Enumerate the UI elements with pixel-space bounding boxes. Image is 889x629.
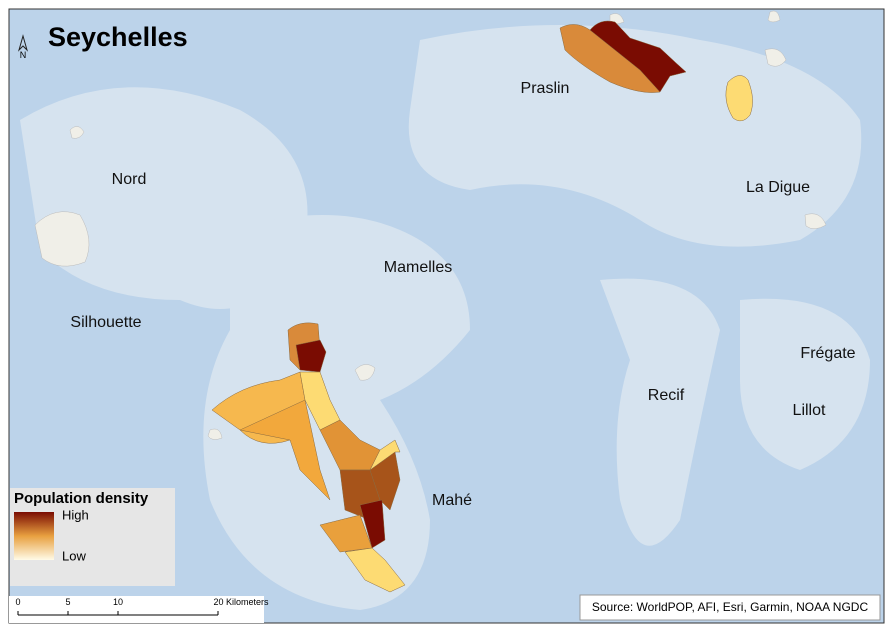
praslin <box>559 20 687 93</box>
scale-label: 20 Kilometers <box>213 597 269 607</box>
place-label: Mamelles <box>384 259 452 276</box>
place-label: Lillot <box>793 402 826 419</box>
la-digue <box>725 75 753 122</box>
legend-ramp <box>14 512 54 560</box>
place-label: Nord <box>112 171 147 188</box>
map-title: Seychelles <box>48 22 188 52</box>
small-islands <box>34 10 827 440</box>
place-label: La Digue <box>746 179 810 196</box>
place-label: Mahé <box>432 492 472 509</box>
legend: Population density High Low <box>10 488 175 586</box>
legend-high: High <box>62 507 89 522</box>
scale-bg <box>9 596 264 623</box>
legend-title: Population density <box>14 490 149 507</box>
scale-bar: 0 5 10 20 Kilometers <box>9 596 269 623</box>
place-label: Frégate <box>800 345 855 362</box>
shallow-banks <box>20 25 870 610</box>
scale-label: 0 <box>15 597 20 607</box>
source-text: Source: WorldPOP, AFI, Esri, Garmin, NOA… <box>592 600 869 614</box>
north-arrow <box>17 34 29 52</box>
legend-low: Low <box>62 548 86 563</box>
source-box <box>579 594 881 621</box>
scale-label: 10 <box>113 597 123 607</box>
scale-label: 5 <box>65 597 70 607</box>
place-label: Silhouette <box>70 314 141 331</box>
mahe <box>211 322 406 593</box>
place-label: Recif <box>648 387 685 404</box>
place-label: Praslin <box>521 80 570 97</box>
north-label: N <box>20 50 27 60</box>
